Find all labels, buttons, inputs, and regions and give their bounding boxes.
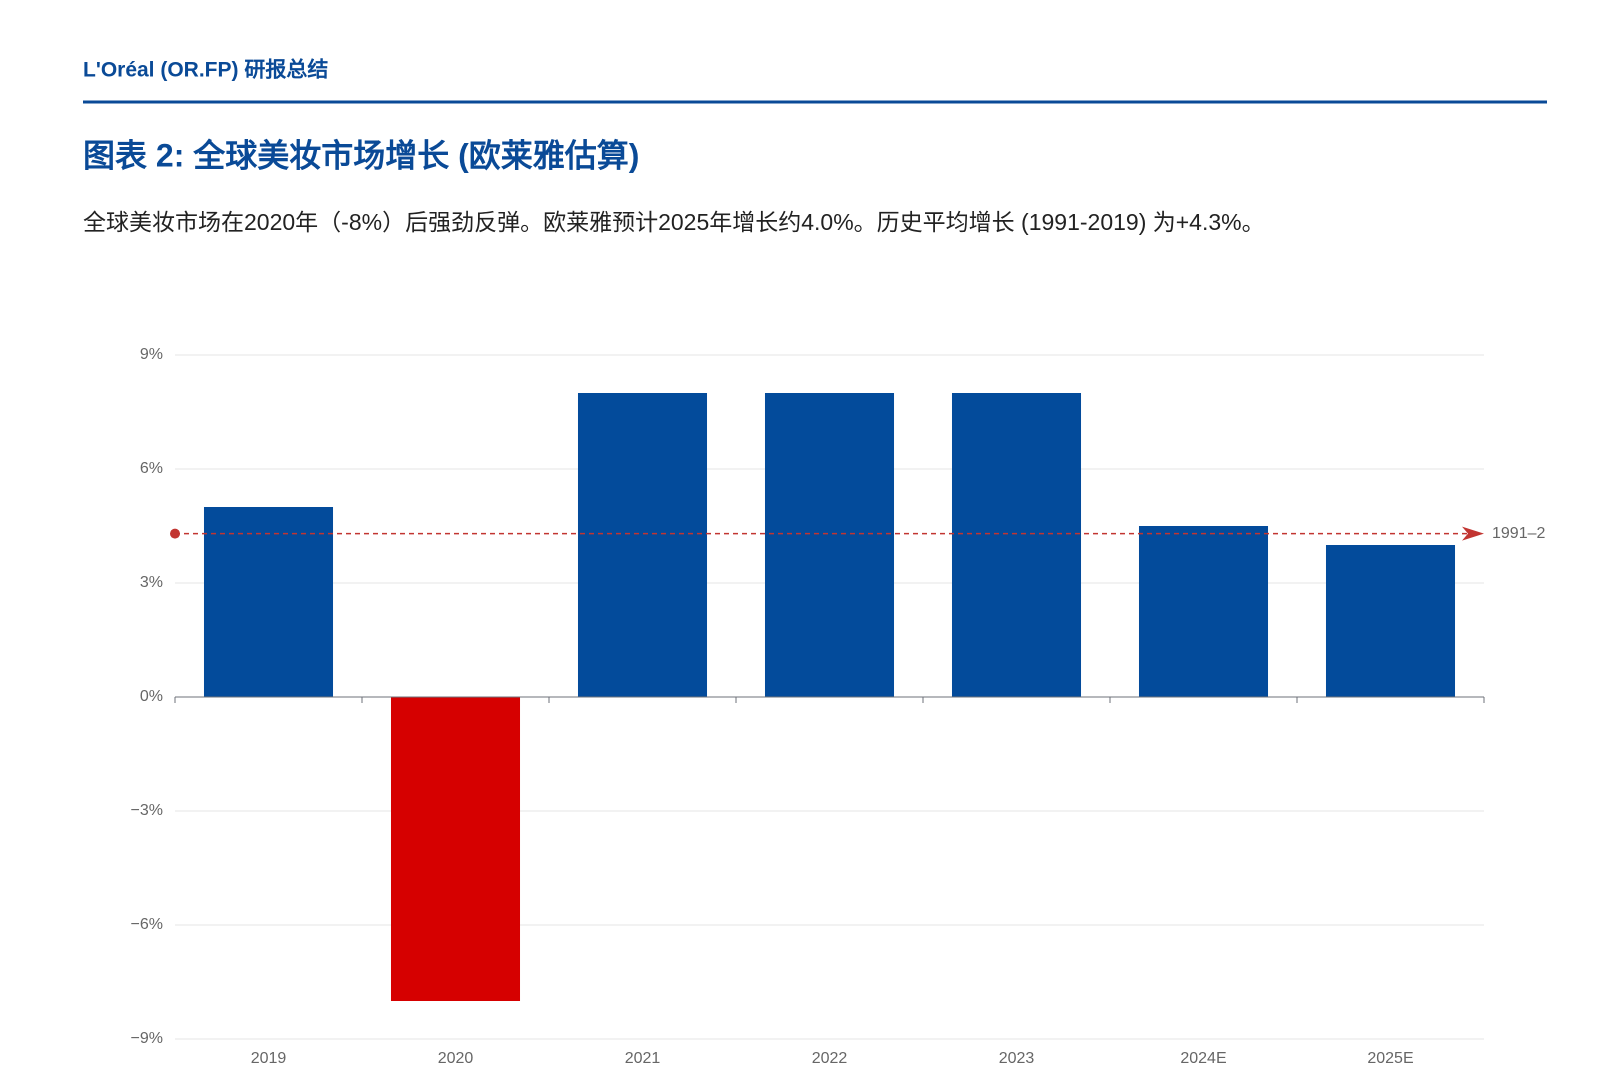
bar — [1325, 545, 1456, 697]
bar — [1138, 526, 1269, 697]
y-tick-label: 6% — [140, 460, 163, 477]
reference-label: 1991–2 — [1492, 525, 1545, 542]
chart-title: 图表 2: 全球美妆市场增长 (欧莱雅估算) — [83, 137, 639, 173]
bar — [203, 507, 334, 697]
bar — [764, 393, 895, 697]
y-tick-label: 0% — [140, 688, 163, 705]
x-tick-label: 2022 — [812, 1050, 848, 1067]
x-tick-label: 2021 — [625, 1050, 661, 1067]
x-tick-label: 2025E — [1367, 1050, 1413, 1067]
y-tick-label: −3% — [131, 802, 163, 819]
chart-subtitle: 全球美妆市场在2020年（-8%）后强劲反弹。欧莱雅预计2025年增长约4.0%… — [83, 209, 1265, 235]
reference-arrow — [1462, 526, 1484, 541]
x-tick-label: 2023 — [999, 1050, 1035, 1067]
bar — [577, 393, 708, 697]
y-tick-label: 9% — [140, 346, 163, 363]
bar — [951, 393, 1082, 697]
x-tick-label: 2019 — [251, 1050, 287, 1067]
x-tick-label: 2020 — [438, 1050, 474, 1067]
y-tick-label: −6% — [131, 916, 163, 933]
reference-start — [170, 528, 180, 539]
y-tick-label: 3% — [140, 574, 163, 591]
x-tick-label: 2024E — [1180, 1050, 1226, 1067]
bar — [390, 697, 521, 1001]
y-tick-label: −9% — [131, 1030, 163, 1047]
header-title: L'Oréal (OR.FP) 研报总结 — [83, 58, 328, 82]
